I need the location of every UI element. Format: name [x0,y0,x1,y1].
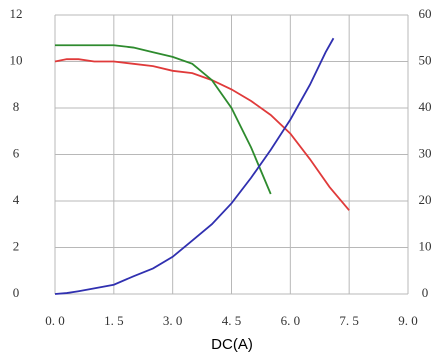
series-line [54,37,335,295]
y-tick-label: 0 [13,285,20,300]
y2-tick-label: 60 [419,6,432,21]
y2-tick-label: 50 [419,52,432,67]
x-tick-label: 6. 0 [281,313,301,328]
y-tick-label: 8 [13,99,20,114]
x-tick-label: 0. 0 [45,313,65,328]
y-tick-label: 6 [13,145,20,160]
x-tick-label: 7. 5 [339,313,359,328]
y2-tick-label: 0 [422,285,429,300]
y-tick-label: 12 [10,6,23,21]
x-tick-label: 9. 0 [398,313,418,328]
x-tick-label: 4. 5 [222,313,242,328]
y-tick-label: 2 [13,238,20,253]
y-tick-label: 4 [13,192,20,207]
y-tick-label: 10 [10,52,23,67]
x-tick-label: 3. 0 [163,313,183,328]
x-tick-label: 1. 5 [104,313,124,328]
y2-tick-label: 30 [419,145,432,160]
x-axis-label: DC(A) [211,336,253,353]
y2-tick-label: 10 [419,238,432,253]
series-line [55,44,272,195]
y2-tick-label: 40 [419,99,432,114]
y2-tick-label: 20 [419,192,432,207]
series-line [54,58,350,211]
